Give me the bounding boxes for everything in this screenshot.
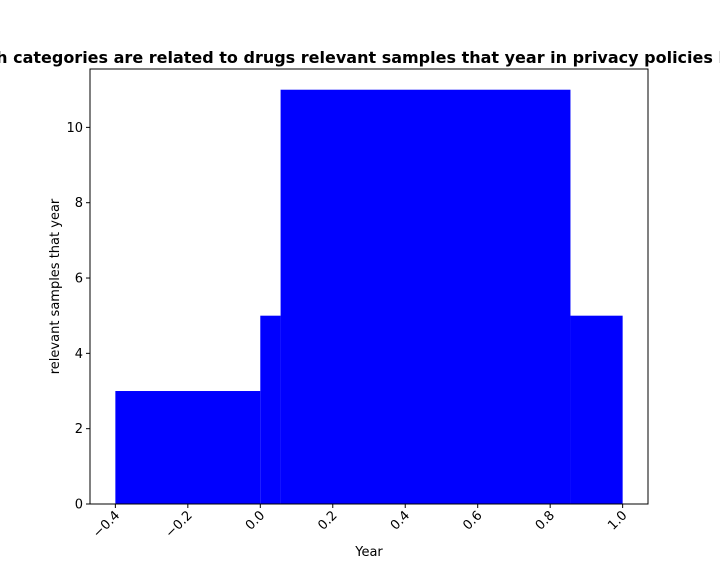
chart-title: Which categories are related to drugs re…	[0, 48, 720, 67]
bars-layer	[115, 89, 623, 504]
y-tick-label: 2	[75, 422, 83, 437]
y-tick-label: 4	[75, 347, 83, 362]
bar-3	[570, 315, 623, 504]
y-axis-label: relevant samples that year	[48, 198, 63, 374]
x-axis-label: Year	[354, 545, 383, 560]
y-axis-ticks: 0 2 4 6 8 10	[66, 121, 90, 513]
y-tick-label: 0	[75, 498, 83, 513]
y-tick-label: 8	[75, 196, 83, 211]
plot-frame	[89, 68, 649, 505]
y-tick-label: 10	[66, 121, 83, 136]
bar-2	[280, 89, 571, 504]
bar-0	[115, 391, 261, 504]
bar-1	[260, 315, 281, 504]
y-tick-label: 6	[75, 272, 83, 287]
